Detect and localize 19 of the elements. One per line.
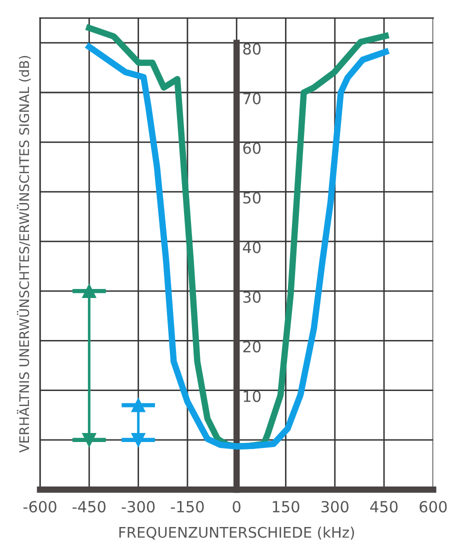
x-tick-label: 0 — [232, 500, 240, 512]
x-tick-label: 150 — [272, 500, 300, 512]
y-axis-title: VERHÄLTNIS UNERWÜNSCHTES/ERWÜNSCHTES SIGNAL (dB) — [16, 56, 31, 453]
x-tick-label: -600 — [23, 500, 56, 512]
y-tick-label: 70 — [243, 92, 261, 104]
y-tick-label: 60 — [243, 142, 261, 154]
x-axis-title: FREQUENZUNTERSCHIEDE (kHz) — [119, 526, 354, 540]
x-tick-label: 300 — [321, 500, 348, 512]
y-tick-label: 50 — [243, 192, 261, 204]
y-tick-label: 30 — [243, 291, 261, 303]
x-tick-label: -150 — [170, 500, 204, 512]
y-tick-label: 10 — [244, 390, 261, 402]
x-tick-label: -450 — [72, 500, 106, 512]
y-tick-label: 20 — [243, 340, 261, 352]
x-tick-label: 600 — [420, 500, 447, 512]
y-tick-label: 40 — [242, 242, 261, 254]
x-tick-label: -300 — [122, 500, 155, 512]
y-tick-label: 80 — [243, 43, 261, 55]
x-tick-label: 450 — [370, 500, 398, 512]
